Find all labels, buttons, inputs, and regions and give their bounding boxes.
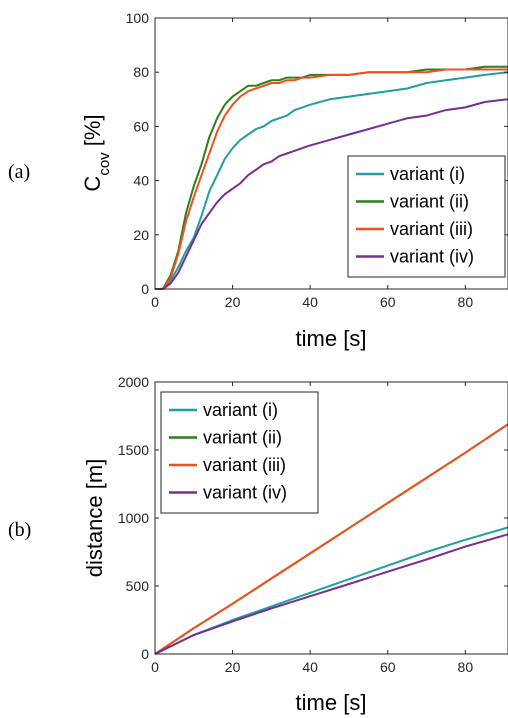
panel-a-xtick-label: 20 <box>225 294 241 310</box>
panel-b-xtick-label: 80 <box>458 659 474 675</box>
panel-a: (a) 0 20 40 60 80 0 20 40 60 80 100 time [s] Ccov … <box>8 10 508 351</box>
panel-a-xtick-label: 0 <box>151 294 159 310</box>
panel-b-xtick-label: 60 <box>380 659 396 675</box>
panel-b-xtick-label: 20 <box>225 659 241 675</box>
panel-a-xtick-label: 40 <box>302 294 318 310</box>
panel-a-series-line-4 <box>155 98 508 290</box>
panel-b-series-line-4 <box>154 533 508 655</box>
panel-a-axes-box <box>154 17 508 290</box>
panel-a-legend-label-4: variant (iv) <box>390 247 474 267</box>
panel-b-xtick-label: 40 <box>302 659 318 675</box>
panel-b-legend-label-2: variant (ii) <box>203 428 282 448</box>
panel-a-series-line-3 <box>155 68 508 290</box>
panel-a-legend-label-1: variant (i) <box>390 164 465 184</box>
panel-a-legend: variant (i) variant (ii) variant (iii) vari… <box>347 155 506 278</box>
panel-a-xtick-label: 60 <box>380 294 396 310</box>
panel-a-ytick-label: 60 <box>133 118 149 134</box>
panel-b-xlabel: time [s] <box>296 690 367 715</box>
panel-a-ytick-label: 80 <box>133 64 149 80</box>
panel-b-legend-label-4: variant (iv) <box>203 483 287 503</box>
panel-b-ytick-label: 1500 <box>118 442 149 458</box>
panel-a-xtick-label: 80 <box>458 294 474 310</box>
panel-b-ytick-label: 2000 <box>118 374 149 390</box>
panel-b-ticks: 0 20 40 60 80 0 500 1000 1500 2000 <box>118 374 508 675</box>
panel-b-ytick-label: 1000 <box>118 510 149 526</box>
panel-b: (b) 0 20 40 60 80 0 500 1000 1500 2000 time [s] d… <box>8 374 508 715</box>
panel-a-xlabel: time [s] <box>296 326 367 351</box>
panel-a-ylabel-main: C <box>80 176 105 192</box>
panel-a-ytick-label: 40 <box>133 173 149 189</box>
panel-a-series-line-1 <box>155 71 508 290</box>
panel-a-ytick-label: 20 <box>133 227 149 243</box>
panel-a-ylabel: Ccov [%] <box>80 114 113 191</box>
panel-b-ylabel: distance [m] <box>82 459 107 578</box>
panel-b-series-line-3 <box>154 423 508 655</box>
panel-a-ytick-label: 100 <box>126 10 150 26</box>
panel-b-legend: variant (i) variant (ii) variant (iii) vari… <box>160 391 319 514</box>
panel-label-a: (a) <box>8 161 30 183</box>
panel-b-ytick-label: 500 <box>126 578 150 594</box>
panel-a-legend-label-3: variant (iii) <box>390 219 473 239</box>
panel-b-legend-label-3: variant (iii) <box>203 455 286 475</box>
panel-a-plot <box>155 65 508 290</box>
panel-a-ticks: 0 20 40 60 80 0 20 40 60 80 100 <box>126 10 508 310</box>
panel-b-legend-label-1: variant (i) <box>203 400 278 420</box>
panel-b-plot <box>154 423 508 655</box>
panel-label-b: (b) <box>8 519 31 541</box>
panel-b-xtick-label: 0 <box>151 659 159 675</box>
panel-a-ylabel-unit: [%] <box>80 114 105 152</box>
panel-a-ytick-label: 0 <box>141 281 149 297</box>
panel-b-series-line-1 <box>154 526 508 655</box>
panel-a-legend-label-2: variant (ii) <box>390 192 469 212</box>
panel-a-ylabel-sub: cov <box>96 152 113 176</box>
panel-b-ytick-label: 0 <box>141 646 149 662</box>
